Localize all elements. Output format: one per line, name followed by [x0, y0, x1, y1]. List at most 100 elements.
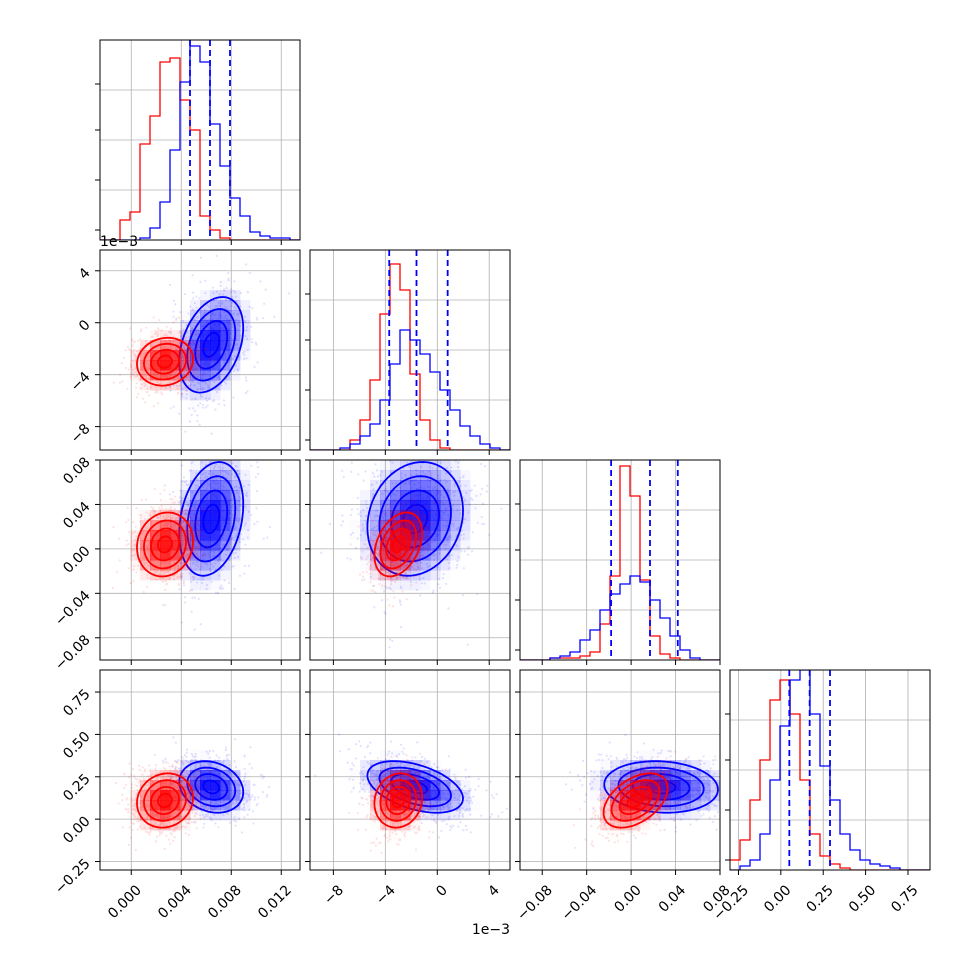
red-density-cell: [420, 800, 431, 811]
red-density-cell: [420, 540, 431, 551]
blue-density-cell: [430, 520, 441, 531]
blue-contour: [202, 332, 221, 358]
red-density-cell: [160, 360, 171, 371]
red-density-cell: [160, 530, 171, 541]
blue-density-cell: [660, 780, 671, 791]
blue-density-cell: [440, 550, 451, 561]
blue-density-cell: [200, 770, 211, 781]
blue-density-cell: [390, 490, 401, 501]
blue-density-cell: [370, 480, 381, 491]
blue-density-cell: [410, 460, 421, 471]
y-tick-label: 0: [76, 317, 94, 335]
red-density-cell: [150, 800, 161, 811]
red-density-cell: [380, 780, 391, 791]
blue-density-cell: [670, 760, 681, 771]
red-density-cell: [380, 550, 391, 561]
red-density-cell: [150, 820, 161, 831]
blue-density-cell: [190, 340, 201, 351]
blue-contour: [186, 475, 237, 563]
blue-density-cell: [630, 760, 641, 771]
blue-density-cell: [460, 800, 471, 811]
blue-density-cell: [200, 370, 211, 381]
red-density-cell: [390, 830, 400, 840]
blue-density-cell: [610, 770, 621, 781]
blue-density-cell: [650, 750, 660, 760]
blue-density-cell: [230, 520, 241, 531]
blue-density-cell: [210, 560, 221, 571]
blue-density-cell: [380, 470, 391, 481]
blue-density-cell: [460, 510, 471, 521]
blue-density-cell: [210, 530, 221, 541]
red-density-cell: [190, 790, 201, 801]
blue-contour: [186, 766, 237, 808]
red-density-cell: [160, 800, 171, 811]
red-density-cell: [170, 780, 181, 791]
red-density-cell: [400, 810, 411, 821]
red-density-cell: [390, 770, 401, 781]
blue-density-cell: [380, 490, 391, 501]
blue-density-cell: [430, 560, 441, 571]
blue-density-cell: [710, 790, 720, 801]
blue-density-cell: [600, 770, 611, 781]
red-density-cell: [140, 540, 151, 551]
blue-density-cell: [370, 570, 381, 581]
blue-density-cell: [460, 500, 471, 511]
panel-body: [730, 670, 930, 870]
red-density-cell: [160, 340, 171, 351]
red-density-cell: [150, 360, 161, 371]
panel-1-1: [305, 249, 511, 455]
blue-density-cell: [210, 350, 221, 361]
blue-density-cell: [230, 290, 241, 301]
red-density-cell: [190, 550, 201, 561]
blue-density-cell: [190, 510, 201, 521]
red-density-cell: [390, 520, 401, 531]
blue-density-cell: [190, 370, 201, 381]
red-density-cell: [190, 780, 201, 791]
blue-density-cell: [450, 530, 461, 541]
red-density-cell: [150, 550, 161, 561]
red-density-cell: [180, 820, 191, 831]
red-contour: [602, 772, 669, 829]
y-tick-label: 0.00: [60, 813, 93, 846]
panel-body: [520, 670, 720, 870]
blue-density-cell: [190, 360, 201, 371]
blue-density-cell: [470, 800, 480, 810]
red-density-cell: [390, 530, 401, 541]
red-density-cell: [390, 820, 401, 831]
blue-contour: [378, 766, 452, 808]
blue-density-cell: [220, 350, 231, 361]
red-density-cell: [640, 820, 651, 831]
blue-density-cell: [590, 780, 601, 791]
blue-density-cell: [230, 310, 241, 321]
blue-density-cell: [410, 490, 421, 501]
red-density-cell: [190, 520, 201, 531]
blue-density-cell: [230, 560, 240, 570]
red-contour: [379, 779, 418, 822]
red-density-cell: [410, 530, 421, 541]
blue-density-cell: [190, 790, 201, 801]
red-density-cell: [390, 810, 401, 821]
red-contour: [136, 336, 194, 387]
blue-density-cell: [230, 340, 241, 351]
blue-density-cell: [420, 770, 431, 781]
blue-density-cell: [220, 500, 231, 511]
blue-density-cell: [380, 770, 391, 781]
blue-density-cell: [180, 500, 191, 511]
blue-density-cell: [170, 370, 181, 381]
red-density-cell: [160, 580, 170, 590]
blue-density-cell: [450, 770, 460, 780]
y-tick-label: 0.00: [60, 543, 93, 576]
x-tick-label: 0.012: [255, 882, 295, 922]
blue-density-cell: [360, 540, 371, 551]
red-density-cell: [170, 500, 180, 510]
blue-density-cell: [630, 770, 641, 781]
blue-density-cell: [450, 800, 461, 811]
blue-density-cell: [240, 460, 250, 470]
blue-density-cell: [180, 330, 191, 341]
blue-contour: [202, 503, 221, 534]
blue-contour: [186, 308, 237, 382]
blue-density-cell: [240, 520, 251, 531]
red-density-cell: [390, 540, 401, 551]
blue-density-cell: [430, 490, 441, 501]
blue-density-cell: [590, 770, 601, 781]
